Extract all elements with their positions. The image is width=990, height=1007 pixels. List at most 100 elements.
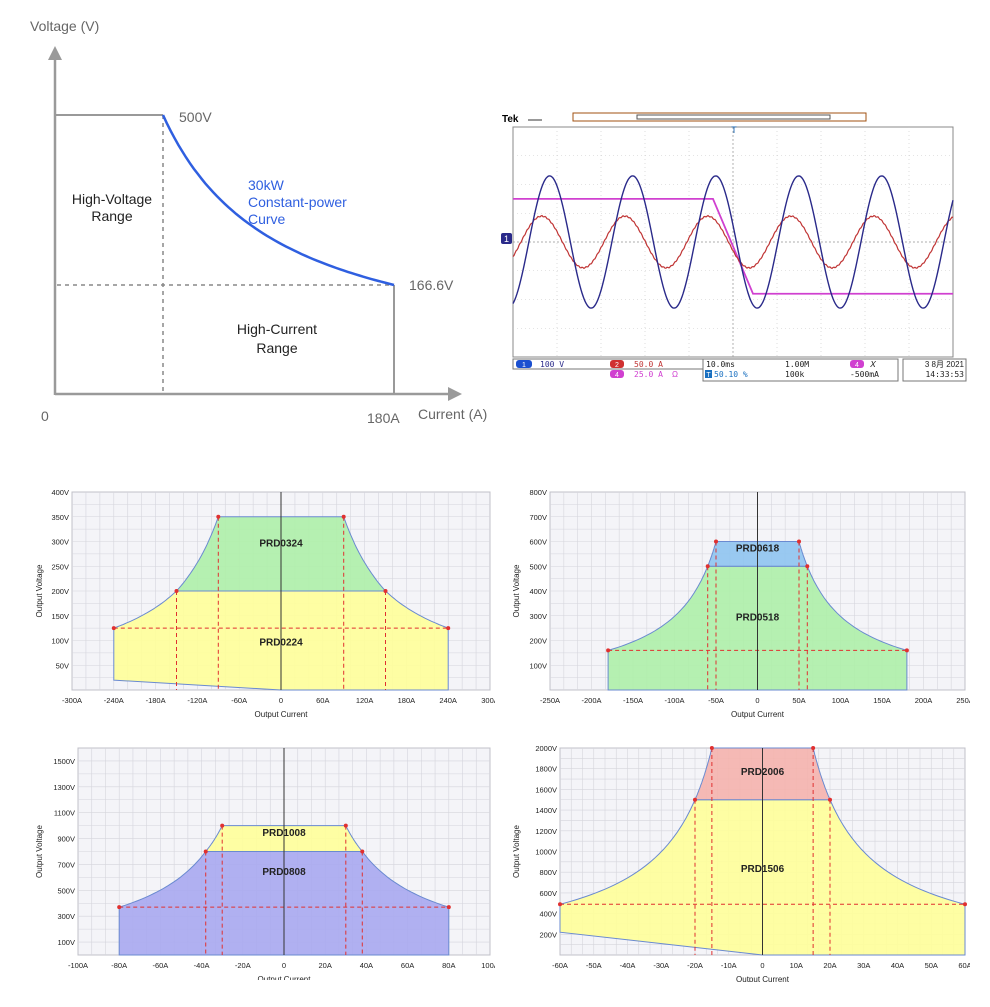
y-tick-label: 1500V <box>53 757 75 766</box>
x-tick-label: 300A <box>481 696 495 705</box>
x-tick-label: -60A <box>552 961 568 970</box>
x-axis-arrow <box>448 387 462 401</box>
sample-rate: 1.00M <box>785 360 809 369</box>
y-tick-label: 100V <box>529 661 547 670</box>
y-tick-label: 1100V <box>54 809 75 818</box>
x-axis-label: Current (A) <box>418 406 487 422</box>
x-tick-label: -150A <box>623 696 643 705</box>
x-tick-label: 10A <box>790 961 803 970</box>
x-tick-label: -40A <box>194 961 210 970</box>
x-end-label: 180A <box>367 410 400 426</box>
x-tick-label: 20A <box>319 961 332 970</box>
x-tick-label: -120A <box>187 696 207 705</box>
y-tick-label: 1400V <box>535 806 557 815</box>
y-tick-label: 700V <box>529 513 547 522</box>
y-tick-label: 1300V <box>53 783 75 792</box>
x-axis-label: Output Current <box>731 710 785 719</box>
corner-point <box>446 626 451 631</box>
y-tick-label: 250V <box>51 562 69 571</box>
x-tick-label: 40A <box>360 961 373 970</box>
trigger-top-marker: T <box>731 125 737 135</box>
x-tick-label: -100A <box>68 961 88 970</box>
region-label-prd0618: PRD0618 <box>736 543 780 554</box>
y-axis-label: Output Voltage <box>35 824 44 877</box>
x-tick-label: 100A <box>481 961 495 970</box>
ch1-scale: 100 V <box>540 360 564 369</box>
scope-ch2-trace <box>512 214 954 270</box>
y-tick-label: 100V <box>57 938 75 947</box>
corner-point <box>174 589 179 593</box>
x-tick-label: 120A <box>356 696 374 705</box>
v-max-label: 500V <box>179 109 212 125</box>
y-tick-label: 600V <box>529 538 547 547</box>
x-tick-label: 50A <box>925 961 938 970</box>
x-tick-label: 100A <box>832 696 850 705</box>
y-axis-arrow <box>48 46 62 60</box>
scope-time: 14:33:53 <box>925 370 964 379</box>
corner-point <box>343 823 348 828</box>
corner-point <box>828 797 832 802</box>
constant-power-curve <box>161 114 395 287</box>
x-tick-label: -200A <box>581 696 601 705</box>
x-tick-label: -240A <box>104 696 124 705</box>
corner-point <box>111 626 116 631</box>
x-tick-label: -300A <box>62 696 82 705</box>
x-tick-label: 0 <box>755 696 759 705</box>
trig-src-num: 4 <box>855 362 859 369</box>
ch1-num: 1 <box>522 362 526 369</box>
y-axis-label: Output Voltage <box>512 564 521 617</box>
y-tick-label: 150V <box>51 612 69 621</box>
x-tick-label: 200A <box>915 696 933 705</box>
corner-point <box>797 539 801 544</box>
x-tick-label: -20A <box>235 961 251 970</box>
envelope-chart-prd1008: PRD1008 PRD0808 -100A -80A -60A -40A -20A 0 20A 4… <box>35 747 495 980</box>
trig-source: 𝛸 <box>870 360 877 369</box>
x-tick-label: 50A <box>792 696 805 705</box>
envelope-chart-prd0324: PRD0324 PRD0224 -300A -240A -180A -120A -60A 0 6… <box>35 488 495 719</box>
record-window <box>636 114 831 120</box>
ch4-num: 4 <box>615 372 619 379</box>
x-tick-label: 60A <box>401 961 414 970</box>
corner-point <box>904 648 909 653</box>
y-tick-label: 800V <box>529 488 547 497</box>
origin-label: 0 <box>41 408 49 424</box>
x-tick-label: -250A <box>540 696 560 705</box>
y-tick-label: 600V <box>539 889 557 898</box>
hc-range-label-2: Range <box>256 340 297 356</box>
ch1-level-marker: 1 <box>504 234 509 244</box>
region-label-prd1506: PRD1506 <box>741 864 785 875</box>
corner-point <box>963 902 967 907</box>
y-tick-label: 400V <box>51 488 69 497</box>
corner-point <box>203 849 208 854</box>
y-tick-label: 350V <box>51 513 69 522</box>
corner-point <box>606 648 611 653</box>
x-tick-label: 0 <box>760 961 764 970</box>
x-tick-label: -80A <box>111 961 127 970</box>
y-tick-label: 500V <box>529 562 547 571</box>
y-tick-label: 50V <box>56 661 69 670</box>
corner-point <box>220 823 225 828</box>
y-axis-label: Voltage (V) <box>30 18 99 34</box>
curve-label-1: 30kW <box>248 177 285 193</box>
region-label-prd0224: PRD0224 <box>259 637 303 648</box>
corner-point <box>709 746 714 750</box>
x-tick-label: -60A <box>231 696 247 705</box>
corner-point <box>558 902 562 907</box>
ch2-scale: 50.0 A <box>634 360 663 369</box>
corner-point <box>216 514 221 519</box>
scope-date: 3 8月 2021 <box>925 360 965 369</box>
corner-point <box>446 905 451 910</box>
trig-position: 50.10 % <box>714 370 748 379</box>
corner-point <box>693 797 697 802</box>
envelope-chart-prd0618: PRD0618 PRD0518 -250A -200A -150A -100A -50A 0 5… <box>512 488 970 719</box>
x-tick-label: -180A <box>146 696 166 705</box>
ch2-num: 2 <box>615 362 619 369</box>
corner-point <box>811 746 816 750</box>
x-axis-label: Output Current <box>255 710 309 719</box>
trig-level: -500mA <box>850 370 879 379</box>
x-tick-label: -20A <box>687 961 703 970</box>
corner-point <box>383 589 388 593</box>
x-tick-label: -100A <box>664 696 684 705</box>
trig-icon: T <box>706 372 711 379</box>
y-tick-label: 400V <box>529 587 547 596</box>
